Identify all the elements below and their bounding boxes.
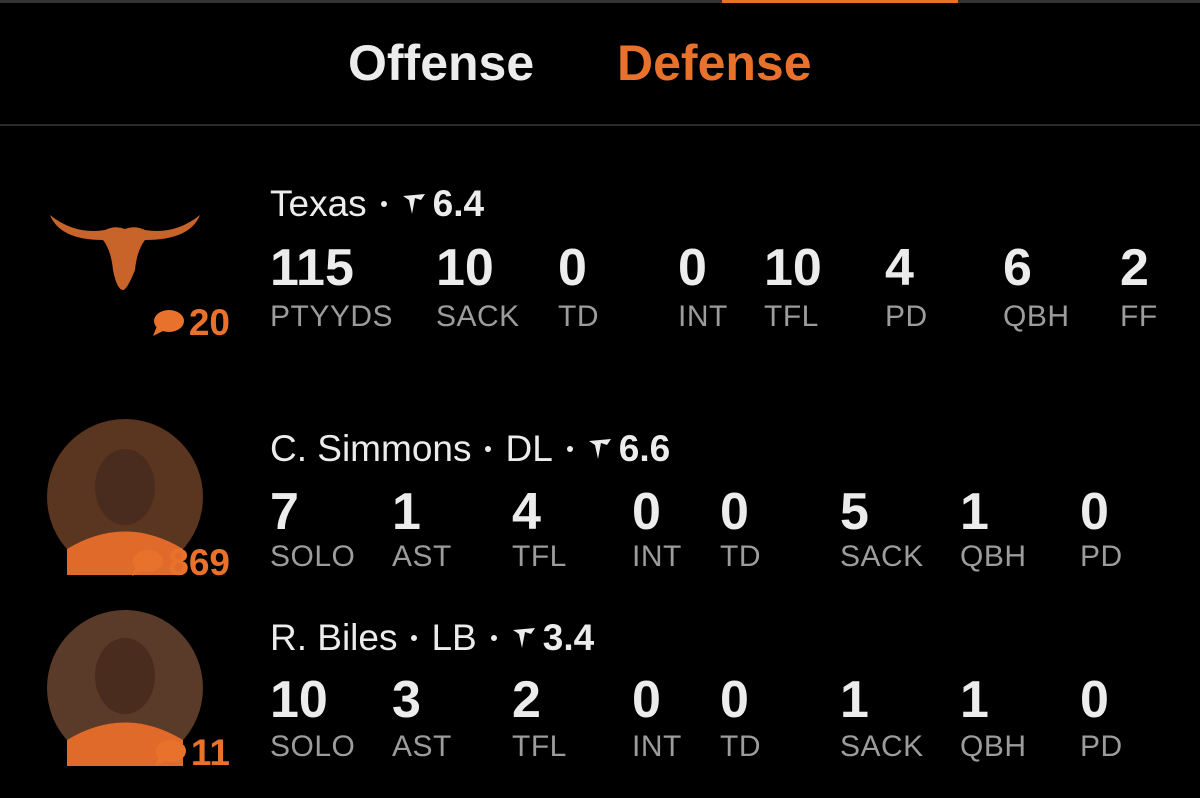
stat-value: 0 [720, 483, 749, 541]
comments: 11 [153, 732, 230, 774]
position: DL [505, 428, 553, 469]
stat-value: 1 [392, 483, 421, 541]
stat-label: TD [720, 540, 761, 573]
stat-label: PTYYDS [270, 300, 394, 333]
stat-value: 0 [1080, 671, 1109, 729]
separator [380, 201, 387, 207]
stat-value: 10 [436, 239, 494, 297]
stat-label: AST [392, 730, 452, 763]
stat-label: QBH [960, 540, 1027, 573]
tab[interactable]: Defense [617, 35, 812, 91]
player-photo [47, 610, 203, 766]
separator [566, 446, 573, 452]
stat-value: 0 [632, 483, 661, 541]
stat-label: INT [632, 540, 682, 573]
stat-value: 5 [840, 483, 869, 541]
comment-count: 20 [188, 302, 230, 343]
top-indicator [722, 0, 958, 3]
team-logo [50, 215, 200, 290]
stat-label: SOLO [270, 730, 356, 763]
stat-label: QBH [1003, 300, 1070, 333]
rating-icon [588, 439, 611, 459]
stat-value: 7 [270, 483, 299, 541]
stat-label: PD [885, 300, 928, 333]
stat-value: 0 [1080, 483, 1109, 541]
stat-label: TFL [512, 540, 567, 573]
comments: 20 [151, 302, 230, 344]
stat-label: INT [678, 300, 728, 333]
separator [485, 446, 492, 452]
top-bar [0, 0, 1200, 3]
stat-label: SOLO [270, 540, 356, 573]
row-title: Texas 6.4 [270, 183, 484, 225]
rating: 6.4 [432, 183, 485, 224]
stat-value: 0 [678, 239, 707, 297]
rating: 6.6 [618, 428, 671, 469]
tab[interactable]: Offense [348, 35, 535, 91]
name: R. Biles [270, 617, 398, 658]
separator [411, 635, 418, 641]
stat-label: INT [632, 730, 682, 763]
comments: 869 [130, 542, 230, 584]
stat-value: 6 [1003, 239, 1032, 297]
comment-icon [132, 550, 164, 576]
stat-label: QBH [960, 730, 1027, 763]
stat-label: SACK [436, 300, 520, 333]
separator [490, 635, 497, 641]
rating-icon [512, 628, 535, 648]
stat-value: 2 [1120, 239, 1149, 297]
comment-count: 869 [168, 542, 230, 583]
comment-icon [152, 310, 184, 336]
stat-value: 115 [270, 239, 354, 297]
stat-label: PD [1080, 540, 1123, 573]
stat-value: 0 [558, 239, 587, 297]
name: Texas [270, 183, 367, 224]
stat-value: 1 [840, 671, 869, 729]
stat-label: TFL [764, 300, 819, 333]
stat-value: 10 [270, 671, 328, 729]
stat-value: 4 [885, 239, 914, 297]
stat-label: FF [1120, 300, 1158, 333]
divider [0, 124, 1200, 126]
rating-icon [402, 194, 425, 214]
stat-value: 1 [960, 483, 989, 541]
stat-label: PD [1080, 730, 1123, 763]
position: LB [431, 617, 477, 658]
stat-value: 4 [512, 483, 541, 541]
stat-label: TD [720, 730, 761, 763]
rating: 3.4 [542, 617, 595, 658]
stat-label: TFL [512, 730, 567, 763]
stat-value: 2 [512, 671, 541, 729]
row-title: R. Biles LB 3.4 [270, 617, 594, 659]
name: C. Simmons [270, 428, 472, 469]
row-title: C. Simmons DL 6.6 [270, 428, 670, 470]
stat-value: 0 [720, 671, 749, 729]
comment-count: 11 [190, 732, 230, 773]
stat-value: 0 [632, 671, 661, 729]
comment-icon [154, 740, 186, 766]
stat-value: 1 [960, 671, 989, 729]
stat-value: 10 [764, 239, 822, 297]
stat-label: SACK [840, 730, 924, 763]
stat-label: SACK [840, 540, 924, 573]
stat-value: 3 [392, 671, 421, 729]
stat-label: AST [392, 540, 452, 573]
stat-label: TD [558, 300, 599, 333]
